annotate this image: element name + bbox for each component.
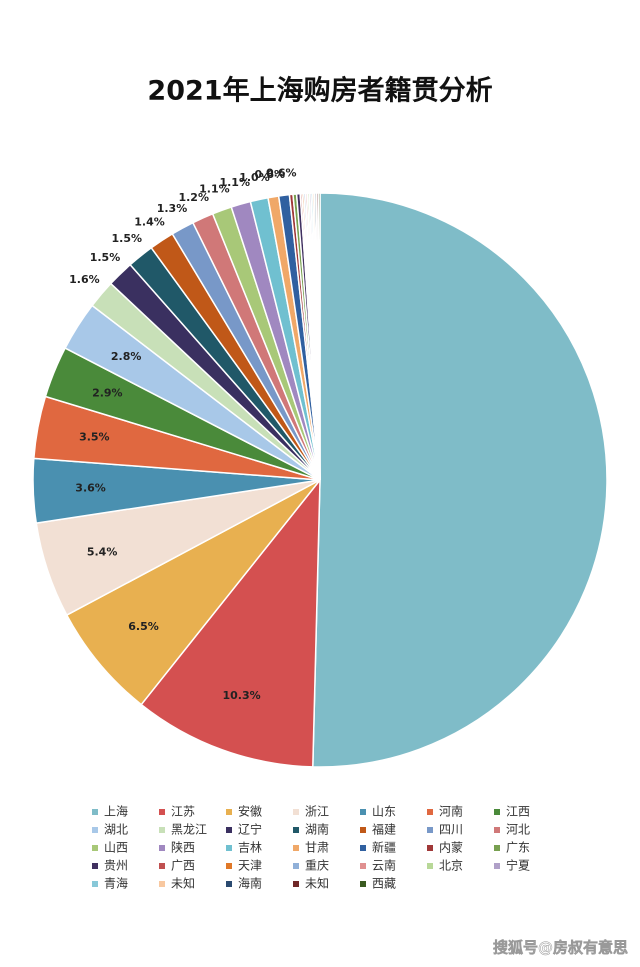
data-label: 1.1% [219, 176, 250, 189]
legend-swatch [226, 881, 232, 887]
legend-swatch [92, 881, 98, 887]
legend-swatch [494, 845, 500, 851]
legend-swatch [92, 845, 98, 851]
legend-label: 宁夏 [506, 858, 530, 873]
legend-swatch [159, 863, 165, 869]
legend-label: 天津 [238, 859, 262, 873]
legend-label: 江西 [506, 805, 530, 819]
legend-label: 未知 [305, 877, 329, 891]
legend-swatch [427, 809, 433, 815]
legend-swatch [360, 863, 366, 869]
legend-swatch [92, 827, 98, 833]
legend-swatch [293, 863, 299, 869]
legend-swatch [92, 809, 98, 815]
legend-label: 江苏 [171, 805, 195, 819]
legend-label: 湖北 [104, 822, 128, 837]
pie-slice [140, 477, 321, 768]
legend-label: 重庆 [305, 859, 329, 873]
data-label: 1.4% [134, 215, 165, 228]
data-label: 1.0% [239, 171, 270, 184]
legend-swatch [360, 809, 366, 815]
legend-label: 西藏 [372, 877, 396, 891]
pie-slice [65, 479, 321, 706]
legend-label: 浙江 [305, 805, 329, 819]
data-label: 3.5% [79, 431, 110, 444]
legend-swatch [92, 863, 98, 869]
legend-swatch [293, 809, 299, 815]
legend-swatch [494, 827, 500, 833]
legend-label: 新疆 [372, 840, 396, 855]
legend-swatch [494, 809, 500, 815]
legend-swatch [293, 845, 299, 851]
data-label: 2.8% [111, 350, 142, 363]
legend-swatch [293, 827, 299, 833]
legend-swatch [360, 881, 366, 887]
legend-label: 四川 [439, 823, 463, 837]
legend-label: 黑龙江 [171, 823, 207, 837]
legend-label: 上海 [104, 804, 128, 819]
legend-swatch [226, 809, 232, 815]
legend-label: 甘肃 [305, 841, 329, 855]
legend-label: 陕西 [171, 840, 195, 855]
legend-label: 吉林 [238, 841, 262, 855]
legend-label: 内蒙 [439, 841, 463, 855]
legend-label: 山东 [372, 805, 396, 819]
legend-label: 福建 [372, 822, 396, 837]
legend-label: 青海 [104, 876, 128, 891]
legend-swatch [226, 845, 232, 851]
legend-label: 北京 [439, 859, 463, 873]
legend-swatch [293, 881, 299, 887]
data-label: 3.6% [75, 482, 106, 495]
legend-swatch [159, 827, 165, 833]
data-label: 0.6% [266, 166, 297, 179]
legend-label: 河北 [506, 823, 530, 837]
legend-swatch [494, 863, 500, 869]
legend-swatch [427, 863, 433, 869]
legend-label: 辽宁 [238, 822, 262, 837]
watermark: 搜狐号@房叔有意思 [493, 939, 628, 957]
data-label: 1.5% [90, 251, 121, 264]
legend-swatch [360, 827, 366, 833]
data-label: 1.2% [178, 191, 209, 204]
legend-label: 未知 [171, 877, 195, 891]
legend-swatch [360, 845, 366, 851]
legend-label: 广西 [171, 859, 195, 873]
legend-label: 湖南 [305, 822, 329, 837]
data-label: 1.5% [112, 232, 143, 245]
legend-label: 云南 [372, 858, 396, 873]
legend-swatch [427, 827, 433, 833]
chart-title: 2021年上海购房者籍贯分析 [147, 75, 492, 107]
legend-label: 贵州 [104, 859, 128, 873]
legend-label: 广东 [506, 841, 530, 855]
data-label: 0.6% [254, 168, 285, 181]
legend-swatch [159, 809, 165, 815]
data-label: 5.4% [87, 545, 118, 558]
data-label: 1.3% [157, 202, 188, 215]
pie-slice [317, 192, 321, 481]
data-label: 1.1% [199, 183, 230, 196]
legend-swatch [226, 827, 232, 833]
legend-label: 安徽 [238, 804, 262, 819]
legend-label: 海南 [238, 876, 262, 891]
legend-label: 山西 [104, 841, 128, 855]
data-label: 2.9% [92, 386, 123, 399]
legend-swatch [427, 845, 433, 851]
data-label: 1.6% [69, 273, 100, 286]
data-label: 10.3% [222, 689, 260, 702]
legend-label: 河南 [439, 804, 463, 819]
data-label: 6.5% [128, 620, 159, 633]
legend-swatch [226, 863, 232, 869]
pie-slice [312, 192, 608, 768]
legend-swatch [159, 845, 165, 851]
legend-swatch [159, 881, 165, 887]
